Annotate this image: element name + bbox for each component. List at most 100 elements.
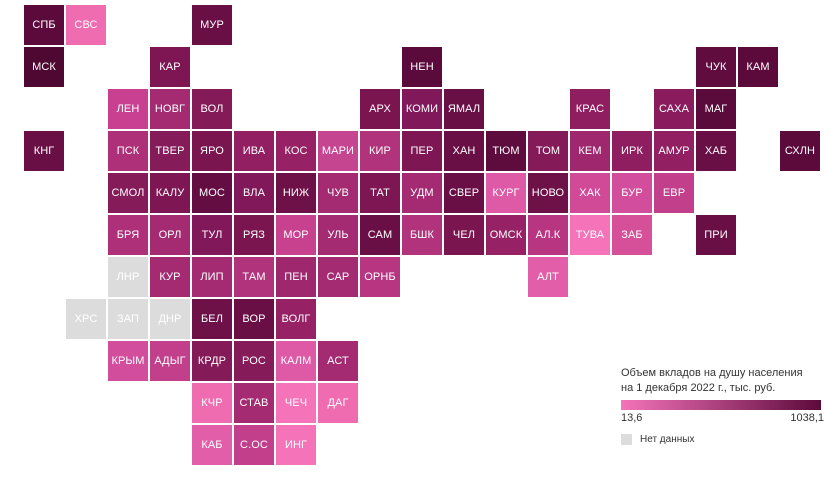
region-tile: ТУЛ (192, 215, 232, 255)
region-tile: ЕВР (654, 173, 694, 213)
region-tile: ТАМ (234, 257, 274, 297)
region-tile: КАЛМ (276, 341, 316, 381)
region-tile: ЛЕН (108, 89, 148, 129)
region-tile: КУР (150, 257, 190, 297)
region-tile: ВОЛ (192, 89, 232, 129)
legend: Объем вкладов на душу населения на 1 дек… (621, 366, 824, 445)
region-tile: КРДР (192, 341, 232, 381)
region-tile: АЛ.К (528, 215, 568, 255)
region-tile: ТАТ (360, 173, 400, 213)
region-tile: ХРС (66, 299, 106, 339)
legend-title-line2: на 1 декабря 2022 г., тыс. руб. (621, 382, 776, 394)
legend-max-value: 1038,1 (790, 412, 824, 424)
region-tile: ЛНР (108, 257, 148, 297)
legend-min-value: 13,6 (621, 412, 643, 424)
region-tile: ЧУВ (318, 173, 358, 213)
region-tile: КАЛУ (150, 173, 190, 213)
region-tile: УДМ (402, 173, 442, 213)
region-tile: ЛИП (192, 257, 232, 297)
region-tile: МАГ (696, 89, 736, 129)
region-tile: БШК (402, 215, 442, 255)
region-tile: НОВО (528, 173, 568, 213)
region-tile: ОМСК (486, 215, 526, 255)
region-tile: ПЕР (402, 131, 442, 171)
region-tile: НОВГ (150, 89, 190, 129)
region-tile: КАБ (192, 425, 232, 465)
region-tile: МАРИ (318, 131, 358, 171)
region-tile: САМ (360, 215, 400, 255)
region-tile: НЕН (402, 47, 442, 87)
region-tile: НИЖ (276, 173, 316, 213)
region-tile: СМОЛ (108, 173, 148, 213)
region-tile: КАМ (738, 47, 778, 87)
region-tile: ЯМАЛ (444, 89, 484, 129)
region-tile: ИВА (234, 131, 274, 171)
region-tile: СПБ (24, 5, 64, 45)
region-tile: ВОЛГ (276, 299, 316, 339)
region-tile: ЧЕЧ (276, 383, 316, 423)
region-tile: ХАК (570, 173, 610, 213)
region-tile: ТЮМ (486, 131, 526, 171)
region-tile: АДЫГ (150, 341, 190, 381)
region-tile: СВС (66, 5, 106, 45)
region-tile: КИР (360, 131, 400, 171)
region-tile: АРХ (360, 89, 400, 129)
region-tile: ИРК (612, 131, 652, 171)
region-tile: С.ОС (234, 425, 274, 465)
legend-nodata-label: Нет данных (640, 434, 695, 445)
region-tile: ВЛА (234, 173, 274, 213)
region-tile: ДАГ (318, 383, 358, 423)
region-tile: КОС (276, 131, 316, 171)
region-tile: КАР (150, 47, 190, 87)
region-tile: СВЕР (444, 173, 484, 213)
region-tile: АЛТ (528, 257, 568, 297)
region-tile: КЧР (192, 383, 232, 423)
region-tile: МОС (192, 173, 232, 213)
region-tile: РЯЗ (234, 215, 274, 255)
region-tile: МУР (192, 5, 232, 45)
region-tile: ВОР (234, 299, 274, 339)
region-tile: ТОМ (528, 131, 568, 171)
region-tile: ТВЕР (150, 131, 190, 171)
legend-title-line1: Объем вкладов на душу населения (621, 367, 803, 379)
region-tile: БЕЛ (192, 299, 232, 339)
region-tile: АМУР (654, 131, 694, 171)
region-tile: ДНР (150, 299, 190, 339)
region-tile: ХАБ (696, 131, 736, 171)
legend-nodata-row: Нет данных (621, 434, 821, 445)
region-tile: ПЕН (276, 257, 316, 297)
region-tile: КНГ (24, 131, 64, 171)
region-tile: РОС (234, 341, 274, 381)
legend-nodata-swatch (621, 434, 632, 445)
region-tile: АСТ (318, 341, 358, 381)
region-tile: САХА (654, 89, 694, 129)
region-tile: СТАВ (234, 383, 274, 423)
region-tile: МСК (24, 47, 64, 87)
region-tile: БРЯ (108, 215, 148, 255)
region-tile: ОРНБ (360, 257, 400, 297)
region-tile: КУРГ (486, 173, 526, 213)
region-tile: УЛЬ (318, 215, 358, 255)
region-tile: СХЛН (780, 131, 820, 171)
region-tile: ПСК (108, 131, 148, 171)
region-tile: МОР (276, 215, 316, 255)
region-tile: ЯРО (192, 131, 232, 171)
region-tile: ЧУК (696, 47, 736, 87)
region-tile: КОМИ (402, 89, 442, 129)
region-tile: КРАС (570, 89, 610, 129)
region-tile: БУР (612, 173, 652, 213)
region-tile: ОРЛ (150, 215, 190, 255)
legend-title: Объем вкладов на душу населения на 1 дек… (621, 366, 826, 396)
legend-gradient-bar (621, 400, 821, 410)
region-tile: ЗАБ (612, 215, 652, 255)
region-tile: ТУВА (570, 215, 610, 255)
region-tile: КРЫМ (108, 341, 148, 381)
region-tile: ИНГ (276, 425, 316, 465)
region-tile: ПРИ (696, 215, 736, 255)
region-tile: ХАН (444, 131, 484, 171)
region-tile: ЧЕЛ (444, 215, 484, 255)
region-tile: ЗАП (108, 299, 148, 339)
region-tile: САР (318, 257, 358, 297)
region-tile: КЕМ (570, 131, 610, 171)
